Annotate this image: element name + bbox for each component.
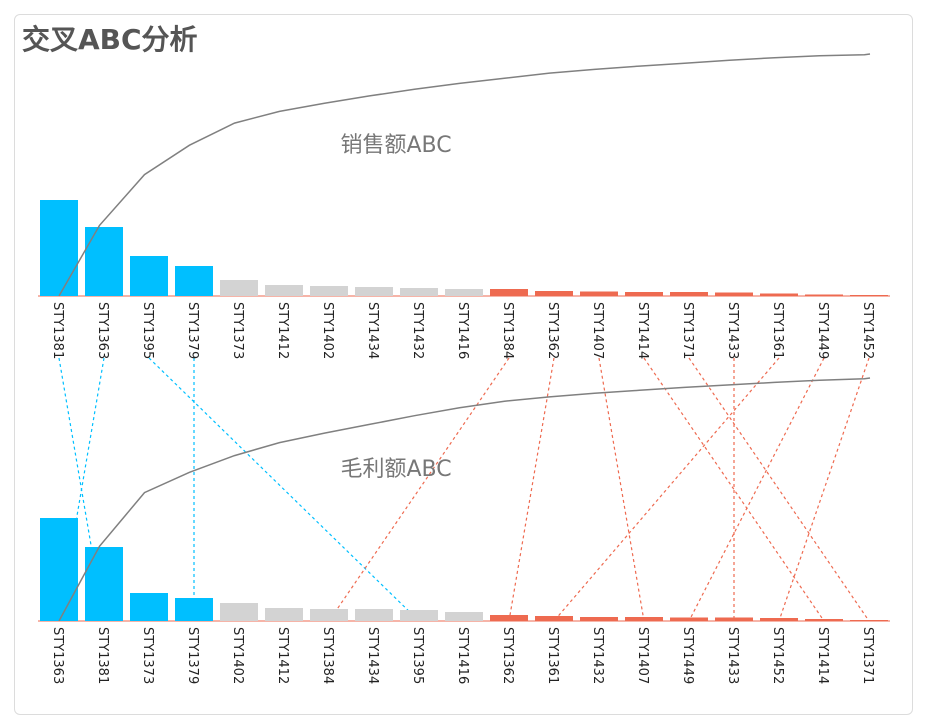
cross-link-line <box>688 357 870 622</box>
cross-link-line <box>643 357 825 622</box>
bar <box>400 288 438 296</box>
tick-label: STY1452 <box>770 627 785 684</box>
bar <box>805 619 843 621</box>
bar <box>175 598 213 621</box>
bar <box>580 291 618 296</box>
tick-label: STY1373 <box>140 627 155 684</box>
tick-label: STY1449 <box>815 302 830 359</box>
bar <box>670 617 708 621</box>
bar <box>85 227 123 296</box>
bar <box>310 609 348 621</box>
bar <box>535 291 573 296</box>
bar <box>445 612 483 621</box>
bar <box>445 289 483 296</box>
tick-label: STY1379 <box>185 627 200 684</box>
tick-label: STY1402 <box>230 627 245 684</box>
tick-label: STY1402 <box>320 302 335 359</box>
cumulative-curve <box>58 377 871 622</box>
tick-label: STY1416 <box>455 627 470 684</box>
tick-label: STY1381 <box>50 302 65 359</box>
bar <box>265 285 303 296</box>
bar <box>220 603 258 621</box>
bar <box>310 286 348 296</box>
tick-label: STY1414 <box>635 302 650 359</box>
bar <box>625 617 663 621</box>
bar <box>760 293 798 296</box>
tick-label: STY1362 <box>500 627 515 684</box>
tick-label: STY1412 <box>275 627 290 684</box>
tick-label: STY1407 <box>635 627 650 684</box>
cross-link-line <box>508 357 555 622</box>
tick-label: STY1384 <box>500 302 515 359</box>
cross-link-line <box>148 357 420 622</box>
bar <box>715 617 753 621</box>
panel-title: 毛利额ABC <box>340 457 451 482</box>
tick-label: STY1371 <box>860 627 875 684</box>
bar <box>355 609 393 621</box>
bar <box>490 289 528 296</box>
bar <box>220 280 258 296</box>
tick-label: STY1362 <box>545 302 560 359</box>
tick-label: STY1395 <box>140 302 155 359</box>
panel-title: 销售额ABC <box>340 133 451 158</box>
tick-label: STY1412 <box>275 302 290 359</box>
tick-label: STY1371 <box>680 302 695 359</box>
tick-label: STY1381 <box>95 627 110 684</box>
tick-label: STY1361 <box>770 302 785 359</box>
cumulative-curve <box>58 53 871 297</box>
bar <box>175 266 213 296</box>
bar <box>850 620 888 621</box>
bar <box>670 292 708 296</box>
tick-label: STY1434 <box>365 627 380 684</box>
cross-link-line <box>328 357 510 622</box>
bar <box>355 287 393 296</box>
tick-label: STY1434 <box>365 302 380 359</box>
bar <box>760 618 798 621</box>
cross-link-line <box>778 357 870 622</box>
bar <box>40 200 78 296</box>
tick-label: STY1384 <box>320 627 335 684</box>
tick-label: STY1432 <box>590 627 605 684</box>
tick-label: STY1416 <box>455 302 470 359</box>
tick-label: STY1449 <box>680 627 695 684</box>
page-title: 交叉ABC分析 <box>22 23 198 56</box>
bar <box>490 615 528 621</box>
tick-label: STY1433 <box>725 302 740 359</box>
cross-link-line <box>688 357 825 622</box>
tick-label: STY1363 <box>95 302 110 359</box>
tick-label: STY1361 <box>545 627 560 684</box>
bar <box>850 295 888 296</box>
cross-link-line <box>553 357 780 622</box>
bar <box>85 547 123 621</box>
bar <box>40 518 78 621</box>
bar <box>400 610 438 621</box>
tick-label: STY1433 <box>725 627 740 684</box>
tick-label: STY1452 <box>860 302 875 359</box>
tick-label: STY1379 <box>185 302 200 359</box>
bar <box>715 292 753 296</box>
bar <box>805 294 843 296</box>
tick-label: STY1395 <box>410 627 425 684</box>
bar <box>130 256 168 296</box>
bar <box>580 617 618 621</box>
bar <box>625 292 663 296</box>
tick-label: STY1414 <box>815 627 830 684</box>
tick-label: STY1373 <box>230 302 245 359</box>
tick-label: STY1363 <box>50 627 65 684</box>
bar <box>265 608 303 621</box>
tick-label: STY1432 <box>410 302 425 359</box>
bar <box>535 616 573 621</box>
cross-link-line <box>598 357 645 622</box>
tick-label: STY1407 <box>590 302 605 359</box>
bar <box>130 593 168 621</box>
